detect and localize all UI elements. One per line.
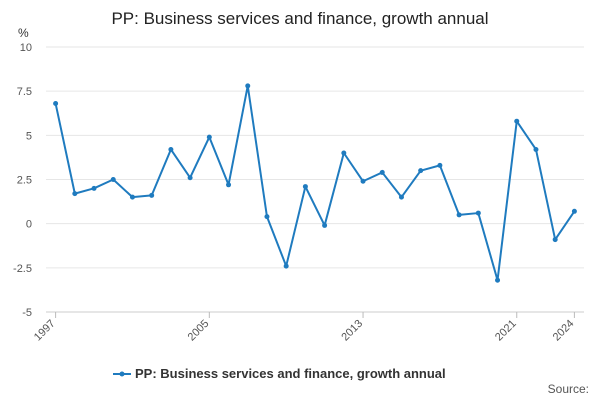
y-tick-label: 10 [20,42,32,54]
x-tick-label: 1997 [32,318,58,344]
data-point [129,194,135,200]
data-point [437,162,443,168]
data-point [495,277,501,283]
data-point [187,175,193,181]
legend-point-marker [119,371,125,377]
data-point [53,101,59,107]
y-tick-label: -5 [22,307,32,319]
data-point [283,263,289,269]
x-tick-label: 2021 [493,318,519,344]
y-tick-label: 0 [26,219,32,231]
series-line [54,84,576,282]
data-point [379,169,385,175]
legend: PP: Business services and finance, growt… [113,366,446,381]
data-point [360,178,366,184]
data-point [418,168,424,174]
data-point [552,237,558,243]
x-tick-label: 2013 [339,318,365,344]
series-group [53,83,577,283]
x-tick-label: 2024 [551,318,577,344]
grid-lines [46,46,584,313]
y-tick-label: 5 [26,130,32,142]
data-point [456,212,462,218]
data-point [264,214,270,220]
x-tick-label: 2005 [186,318,212,344]
y-axis-ticks: 10 7.5 5 2.5 0 -2.5 -5 [13,42,32,319]
legend-series-label: PP: Business services and finance, growt… [135,366,446,381]
chart-title: PP: Business services and finance, growt… [111,9,488,28]
data-point [302,184,308,190]
data-point [571,208,577,214]
data-point [245,83,251,89]
data-point [206,134,212,140]
source-label: Source: [548,382,589,396]
x-axis [55,312,575,318]
data-point [533,146,539,152]
y-axis-unit-label: % [18,26,29,40]
data-point [168,146,174,152]
x-axis-tick-labels: 1997 2005 2013 2021 2024 [32,318,577,344]
data-point [91,185,97,191]
y-tick-label: 2.5 [17,175,32,187]
data-point [475,210,481,216]
data-point [226,182,232,188]
data-point [149,192,155,198]
data-point [341,150,347,156]
data-point [398,194,404,200]
data-point [72,191,78,197]
data-point [322,222,328,228]
data-point [514,118,520,124]
data-point [110,177,116,182]
y-tick-label: -2.5 [13,263,32,275]
y-tick-label: 7.5 [17,86,32,98]
